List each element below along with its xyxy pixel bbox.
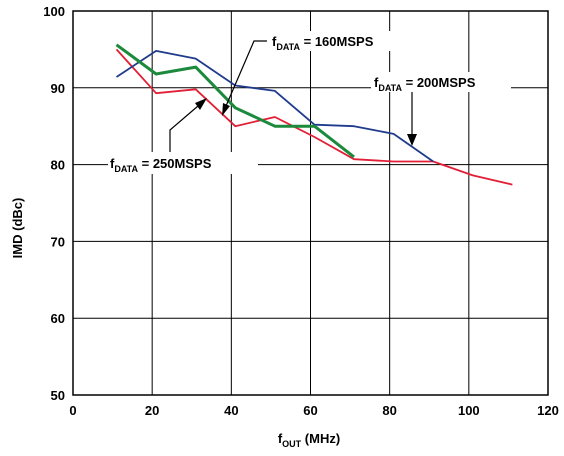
y-tick-label: 80 bbox=[51, 158, 65, 173]
x-tick-label: 100 bbox=[458, 403, 480, 418]
series-line-200msps bbox=[115, 48, 513, 186]
plot-frame bbox=[72, 10, 549, 396]
series-label-160-main: f bbox=[272, 34, 277, 49]
pointer-arrow-250 bbox=[169, 105, 199, 152]
x-axis-title-rest: (MHz) bbox=[301, 431, 340, 446]
x-axis-title-sub: OUT bbox=[282, 439, 302, 449]
x-tick-label: 120 bbox=[537, 403, 559, 418]
series-label-200-rest: = 200MSPS bbox=[402, 75, 476, 90]
x-tick-label: 0 bbox=[69, 403, 76, 418]
series-label-250: fDATA = 250MSPS bbox=[110, 156, 212, 174]
series-label-200: fDATA = 200MSPS bbox=[374, 75, 476, 93]
x-tick-label: 40 bbox=[224, 403, 238, 418]
series-line-160msps bbox=[116, 50, 434, 163]
series-line-250msps bbox=[115, 43, 355, 159]
series-label-250-main: f bbox=[110, 156, 115, 171]
series-lines bbox=[115, 43, 513, 186]
series-label-160-sub: DATA bbox=[276, 42, 300, 52]
y-tick-label: 60 bbox=[51, 311, 65, 326]
label-bg-160 bbox=[270, 31, 422, 51]
x-tick-label: 20 bbox=[145, 403, 159, 418]
x-tick-label: 80 bbox=[382, 403, 396, 418]
series-label-200-main: f bbox=[374, 75, 379, 90]
y-axis-title: IMD (dBc) bbox=[10, 198, 25, 259]
pointer-arrowhead-250 bbox=[195, 98, 207, 110]
series-label-250-rest: = 250MSPS bbox=[138, 156, 212, 171]
series-label-200-sub: DATA bbox=[378, 83, 402, 93]
pointer-arrowhead-160 bbox=[222, 103, 230, 116]
y-tick-label: 100 bbox=[43, 4, 65, 19]
x-tick-label: 60 bbox=[303, 403, 317, 418]
y-tick-label: 50 bbox=[51, 388, 65, 403]
series-label-160-rest: = 160MSPS bbox=[300, 34, 374, 49]
label-bg-250 bbox=[108, 152, 258, 174]
series-label-160: fDATA = 160MSPS bbox=[272, 34, 374, 52]
pointer-arrow-160 bbox=[225, 40, 267, 107]
y-tick-label: 90 bbox=[51, 81, 65, 96]
label-bg-200 bbox=[371, 72, 511, 92]
y-tick-label: 70 bbox=[51, 234, 65, 249]
pointer-arrowhead-200 bbox=[407, 134, 417, 146]
series-label-250-sub: DATA bbox=[114, 164, 138, 174]
tick-labels: 0 20 40 60 80 100 120 50 60 70 80 90 100 bbox=[43, 4, 559, 418]
x-axis-title-main: f bbox=[278, 431, 283, 446]
grid-lines bbox=[73, 11, 548, 395]
x-axis-title: fOUT (MHz) bbox=[278, 431, 340, 449]
